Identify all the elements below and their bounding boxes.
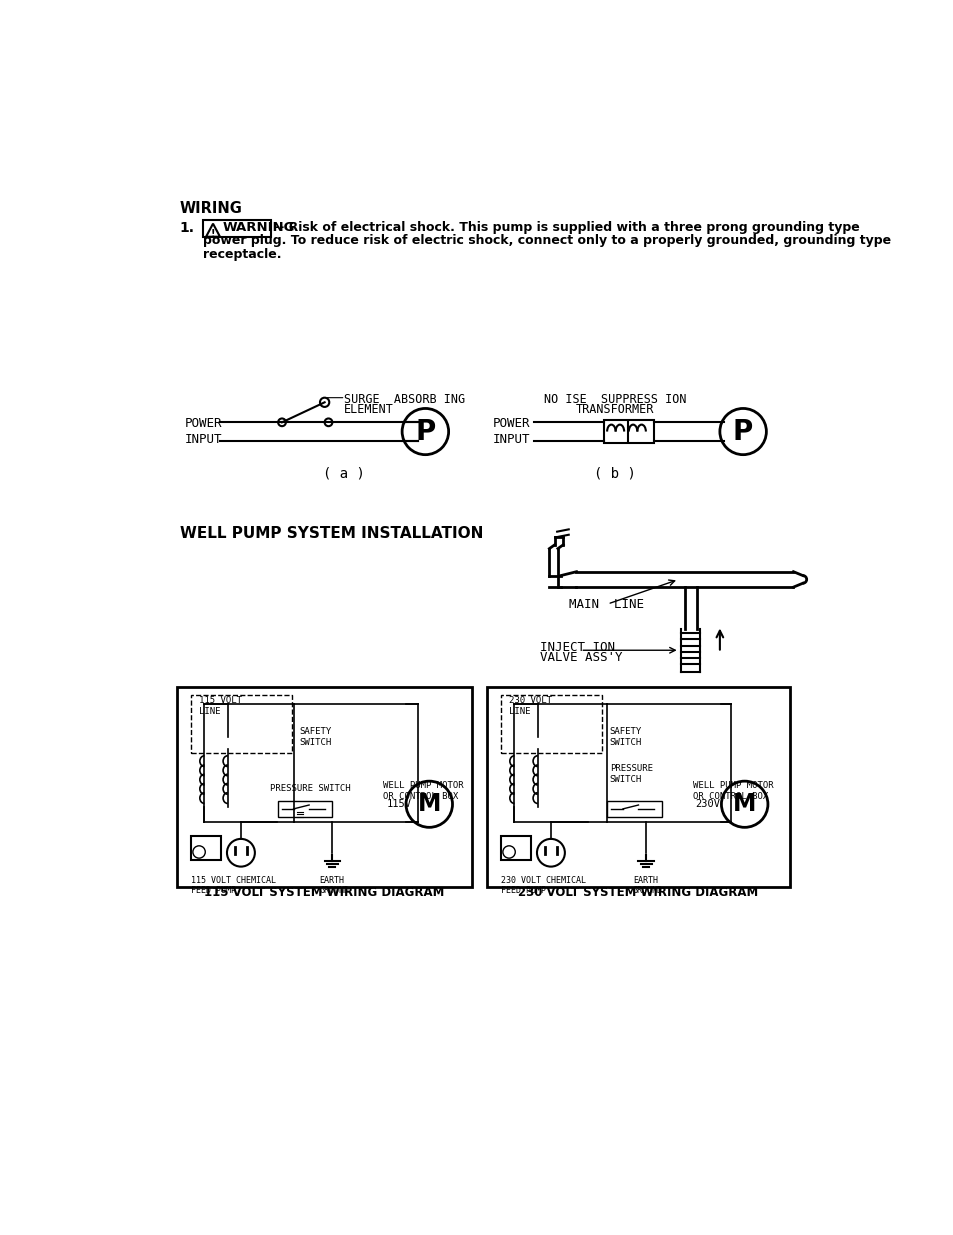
Text: SAFETY
SWITCH: SAFETY SWITCH xyxy=(609,727,641,747)
Text: POWER
INPUT: POWER INPUT xyxy=(493,417,530,446)
Circle shape xyxy=(319,398,329,406)
Bar xyxy=(177,687,472,888)
Text: VALVE ASS'Y: VALVE ASS'Y xyxy=(539,651,622,664)
Bar xyxy=(192,836,220,861)
Text: 230 VOLT
LINE: 230 VOLT LINE xyxy=(509,697,552,716)
Text: 115 VOLT
LINE: 115 VOLT LINE xyxy=(199,697,242,716)
Text: 230V: 230V xyxy=(695,799,720,809)
Text: SURGE  ABSORB ING: SURGE ABSORB ING xyxy=(344,393,465,406)
Text: -- Risk of electrical shock. This pump is supplied with a three prong grounding : -- Risk of electrical shock. This pump i… xyxy=(274,221,859,235)
Text: WIRING: WIRING xyxy=(179,200,242,216)
Bar xyxy=(487,687,789,888)
Bar xyxy=(500,836,530,861)
Bar xyxy=(278,802,332,816)
Text: WELL PUMP MOTOR
OR CONTROL BOX: WELL PUMP MOTOR OR CONTROL BOX xyxy=(382,782,463,800)
Text: PRESSURE SWITCH: PRESSURE SWITCH xyxy=(270,784,351,793)
Text: 230 VOLT SYSTEM WIRING DIAGRAM: 230 VOLT SYSTEM WIRING DIAGRAM xyxy=(517,885,758,899)
Text: WELL PUMP MOTOR
OR CONTROL BOX: WELL PUMP MOTOR OR CONTROL BOX xyxy=(692,782,773,800)
Text: 115 VOLT SYSTEM WIRING DIAGRAM: 115 VOLT SYSTEM WIRING DIAGRAM xyxy=(204,885,444,899)
Text: PRESSURE
SWITCH: PRESSURE SWITCH xyxy=(609,764,652,783)
Bar xyxy=(192,695,292,752)
Text: ELEMENT: ELEMENT xyxy=(344,403,394,416)
Text: EARTH
GROUND: EARTH GROUND xyxy=(633,876,662,895)
Text: 1.: 1. xyxy=(179,221,194,236)
Text: receptacle.: receptacle. xyxy=(203,247,281,261)
Text: SAFETY
SWITCH: SAFETY SWITCH xyxy=(299,727,332,747)
Text: P: P xyxy=(415,417,435,446)
Text: WELL PUMP SYSTEM INSTALLATION: WELL PUMP SYSTEM INSTALLATION xyxy=(179,526,482,541)
Text: INJECT ION: INJECT ION xyxy=(539,641,615,655)
Text: POWER
INPUT: POWER INPUT xyxy=(185,417,222,446)
Text: EARTH
GROUND: EARTH GROUND xyxy=(319,876,349,895)
Text: MAIN  LINE: MAIN LINE xyxy=(568,598,643,610)
Text: M: M xyxy=(732,792,756,816)
Circle shape xyxy=(278,419,286,426)
Text: M: M xyxy=(417,792,440,816)
Bar xyxy=(500,695,601,752)
Text: NO ISE  SUPPRESS ION: NO ISE SUPPRESS ION xyxy=(543,393,686,406)
Text: 115V: 115V xyxy=(386,799,411,809)
Text: ( b ): ( b ) xyxy=(594,466,636,480)
Text: ( a ): ( a ) xyxy=(323,466,365,480)
Text: 230 VOLT CHEMICAL
FEED PUMP: 230 VOLT CHEMICAL FEED PUMP xyxy=(500,876,586,895)
Text: !: ! xyxy=(211,230,215,240)
Text: 115 VOLT CHEMICAL
FEED PUMP: 115 VOLT CHEMICAL FEED PUMP xyxy=(192,876,276,895)
Bar xyxy=(203,220,271,237)
Bar xyxy=(603,420,654,443)
Text: P: P xyxy=(732,417,753,446)
Text: WARNING: WARNING xyxy=(223,221,295,235)
Circle shape xyxy=(324,419,332,426)
Text: power plug. To reduce risk of electric shock, connect only to a properly grounde: power plug. To reduce risk of electric s… xyxy=(203,235,890,247)
Text: TRANSFORMER: TRANSFORMER xyxy=(576,403,654,416)
Bar xyxy=(607,802,661,816)
